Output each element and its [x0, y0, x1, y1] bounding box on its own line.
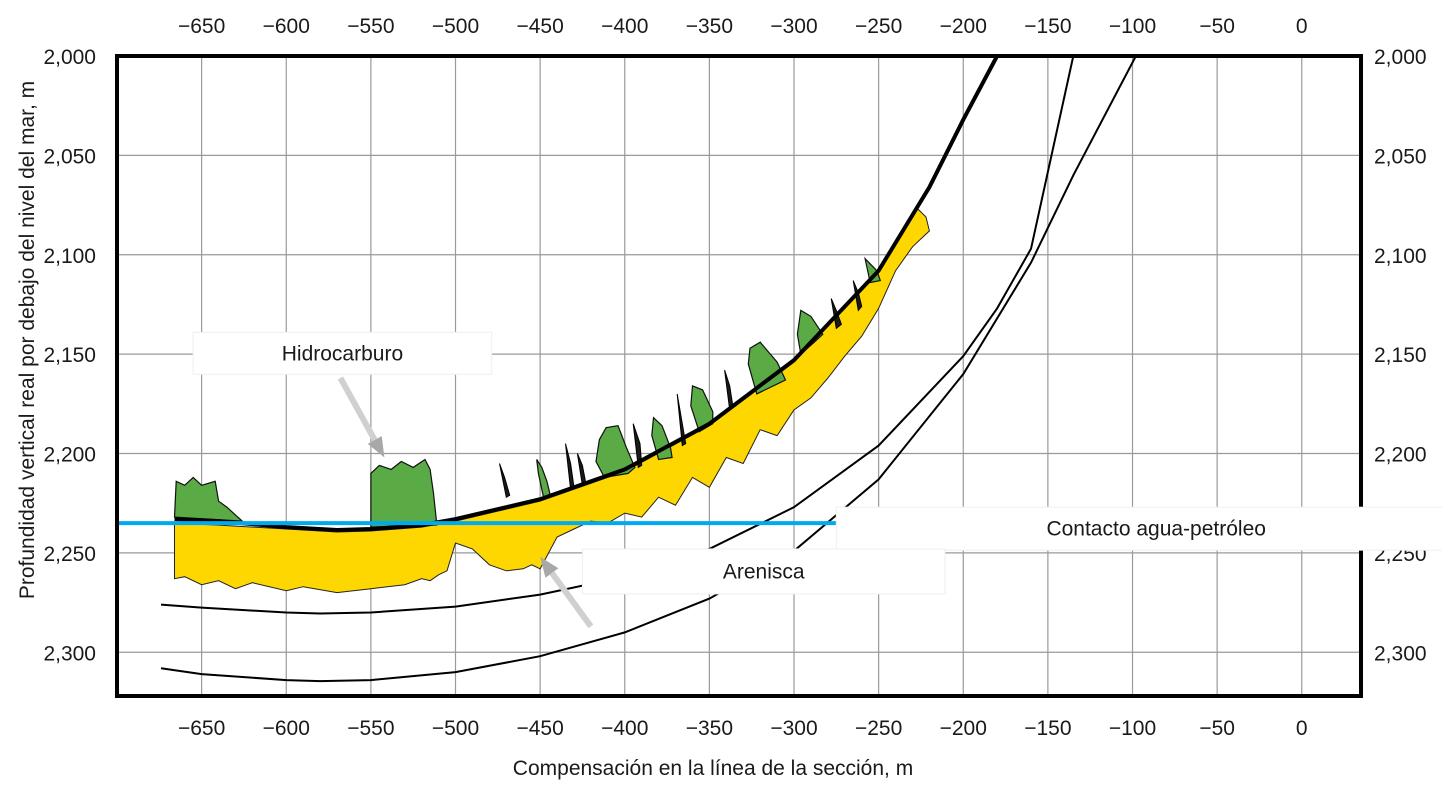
y-tick-label-right: 2,150 — [1374, 344, 1427, 367]
x-tick-label-top: −150 — [1024, 15, 1071, 38]
hydrocarbon-area — [651, 416, 673, 461]
y-tick-label-left: 2,250 — [43, 543, 96, 566]
x-tick-label-bottom: −550 — [347, 717, 394, 740]
x-tick-label-bottom: −100 — [1109, 717, 1156, 740]
x-tick-label-top: −350 — [686, 15, 733, 38]
hydrocarbon-area — [690, 385, 714, 433]
hydrocarbon-area — [173, 476, 244, 522]
y-tick-label-right: 2,200 — [1374, 444, 1427, 467]
x-tick-label-bottom: −250 — [855, 717, 902, 740]
x-tick-label-bottom: 0 — [1296, 717, 1308, 740]
x-tick-label-top: −550 — [347, 15, 394, 38]
horizon-line — [160, 56, 1137, 683]
x-tick-label-top: −250 — [855, 15, 902, 38]
callout-arrow-shaft — [337, 376, 378, 442]
x-tick-label-bottom: −450 — [516, 717, 563, 740]
x-tick-label-bottom: −350 — [686, 717, 733, 740]
callout-arrow-head — [367, 436, 385, 458]
x-tick-label-bottom: −400 — [601, 717, 648, 740]
x-tick-label-top: −300 — [770, 15, 817, 38]
tick-labels: −650−650−600−600−550−550−500−500−450−450… — [43, 15, 1426, 740]
x-tick-label-bottom: −150 — [1024, 717, 1071, 740]
x-tick-label-top: −400 — [601, 15, 648, 38]
y-tick-label-left: 2,000 — [43, 46, 96, 69]
callout-label: Hidrocarburo — [282, 342, 403, 365]
y-axis-title: Profundidad vertical real por debajo del… — [16, 81, 39, 599]
y-tick-label-left: 2,150 — [43, 344, 96, 367]
y-tick-label-left: 2,050 — [43, 145, 96, 168]
x-tick-label-top: −200 — [940, 15, 987, 38]
x-tick-label-top: −50 — [1199, 15, 1235, 38]
y-tick-label-left: 2,100 — [43, 245, 96, 268]
y-tick-label-left: 2,300 — [43, 642, 96, 665]
plot-area — [117, 56, 1137, 683]
x-tick-label-top: −600 — [263, 15, 310, 38]
callout-arrow-head — [540, 556, 559, 578]
hydrocarbon-area — [747, 341, 787, 395]
hydrocarbon-area — [370, 458, 438, 528]
x-tick-label-bottom: −50 — [1199, 717, 1235, 740]
hydrocarbon-area — [595, 425, 636, 479]
x-axis-title: Compensación en la línea de la sección, … — [513, 757, 913, 780]
x-tick-label-top: −100 — [1109, 15, 1156, 38]
y-tick-label-right: 2,050 — [1374, 145, 1427, 168]
annotations: Hidrocarburo Contacto agua-petróleo Arenis… — [192, 331, 1442, 629]
x-tick-label-top: 0 — [1296, 15, 1308, 38]
x-tick-label-bottom: −200 — [940, 717, 987, 740]
y-tick-label-right: 2,100 — [1374, 245, 1427, 268]
x-tick-label-bottom: −300 — [770, 717, 817, 740]
hydrocarbon-edge — [499, 463, 511, 498]
well-path-line — [174, 56, 999, 533]
x-tick-label-bottom: −500 — [432, 717, 479, 740]
x-tick-label-top: −650 — [178, 15, 225, 38]
grid — [117, 55, 1361, 696]
callout-label: Arenisca — [723, 560, 805, 583]
callout-box — [581, 548, 946, 595]
x-tick-label-top: −500 — [432, 15, 479, 38]
hydrocarbon-edge — [676, 393, 687, 447]
callout-arrow-shaft — [549, 571, 594, 629]
callout-box — [835, 506, 1442, 551]
callout-label: Contacto agua-petróleo — [1046, 518, 1266, 541]
y-tick-label-right: 2,300 — [1374, 642, 1427, 665]
hydrocarbon-area — [796, 309, 824, 356]
plot-frame — [115, 54, 1363, 698]
x-tick-label-top: −450 — [516, 15, 563, 38]
x-tick-label-bottom: −650 — [178, 717, 225, 740]
hydrocarbon-edge — [632, 423, 643, 469]
y-tick-label-right: 2,000 — [1374, 46, 1427, 69]
x-tick-label-bottom: −600 — [263, 717, 310, 740]
callout-box — [192, 331, 493, 375]
y-tick-label-left: 2,200 — [43, 444, 96, 467]
